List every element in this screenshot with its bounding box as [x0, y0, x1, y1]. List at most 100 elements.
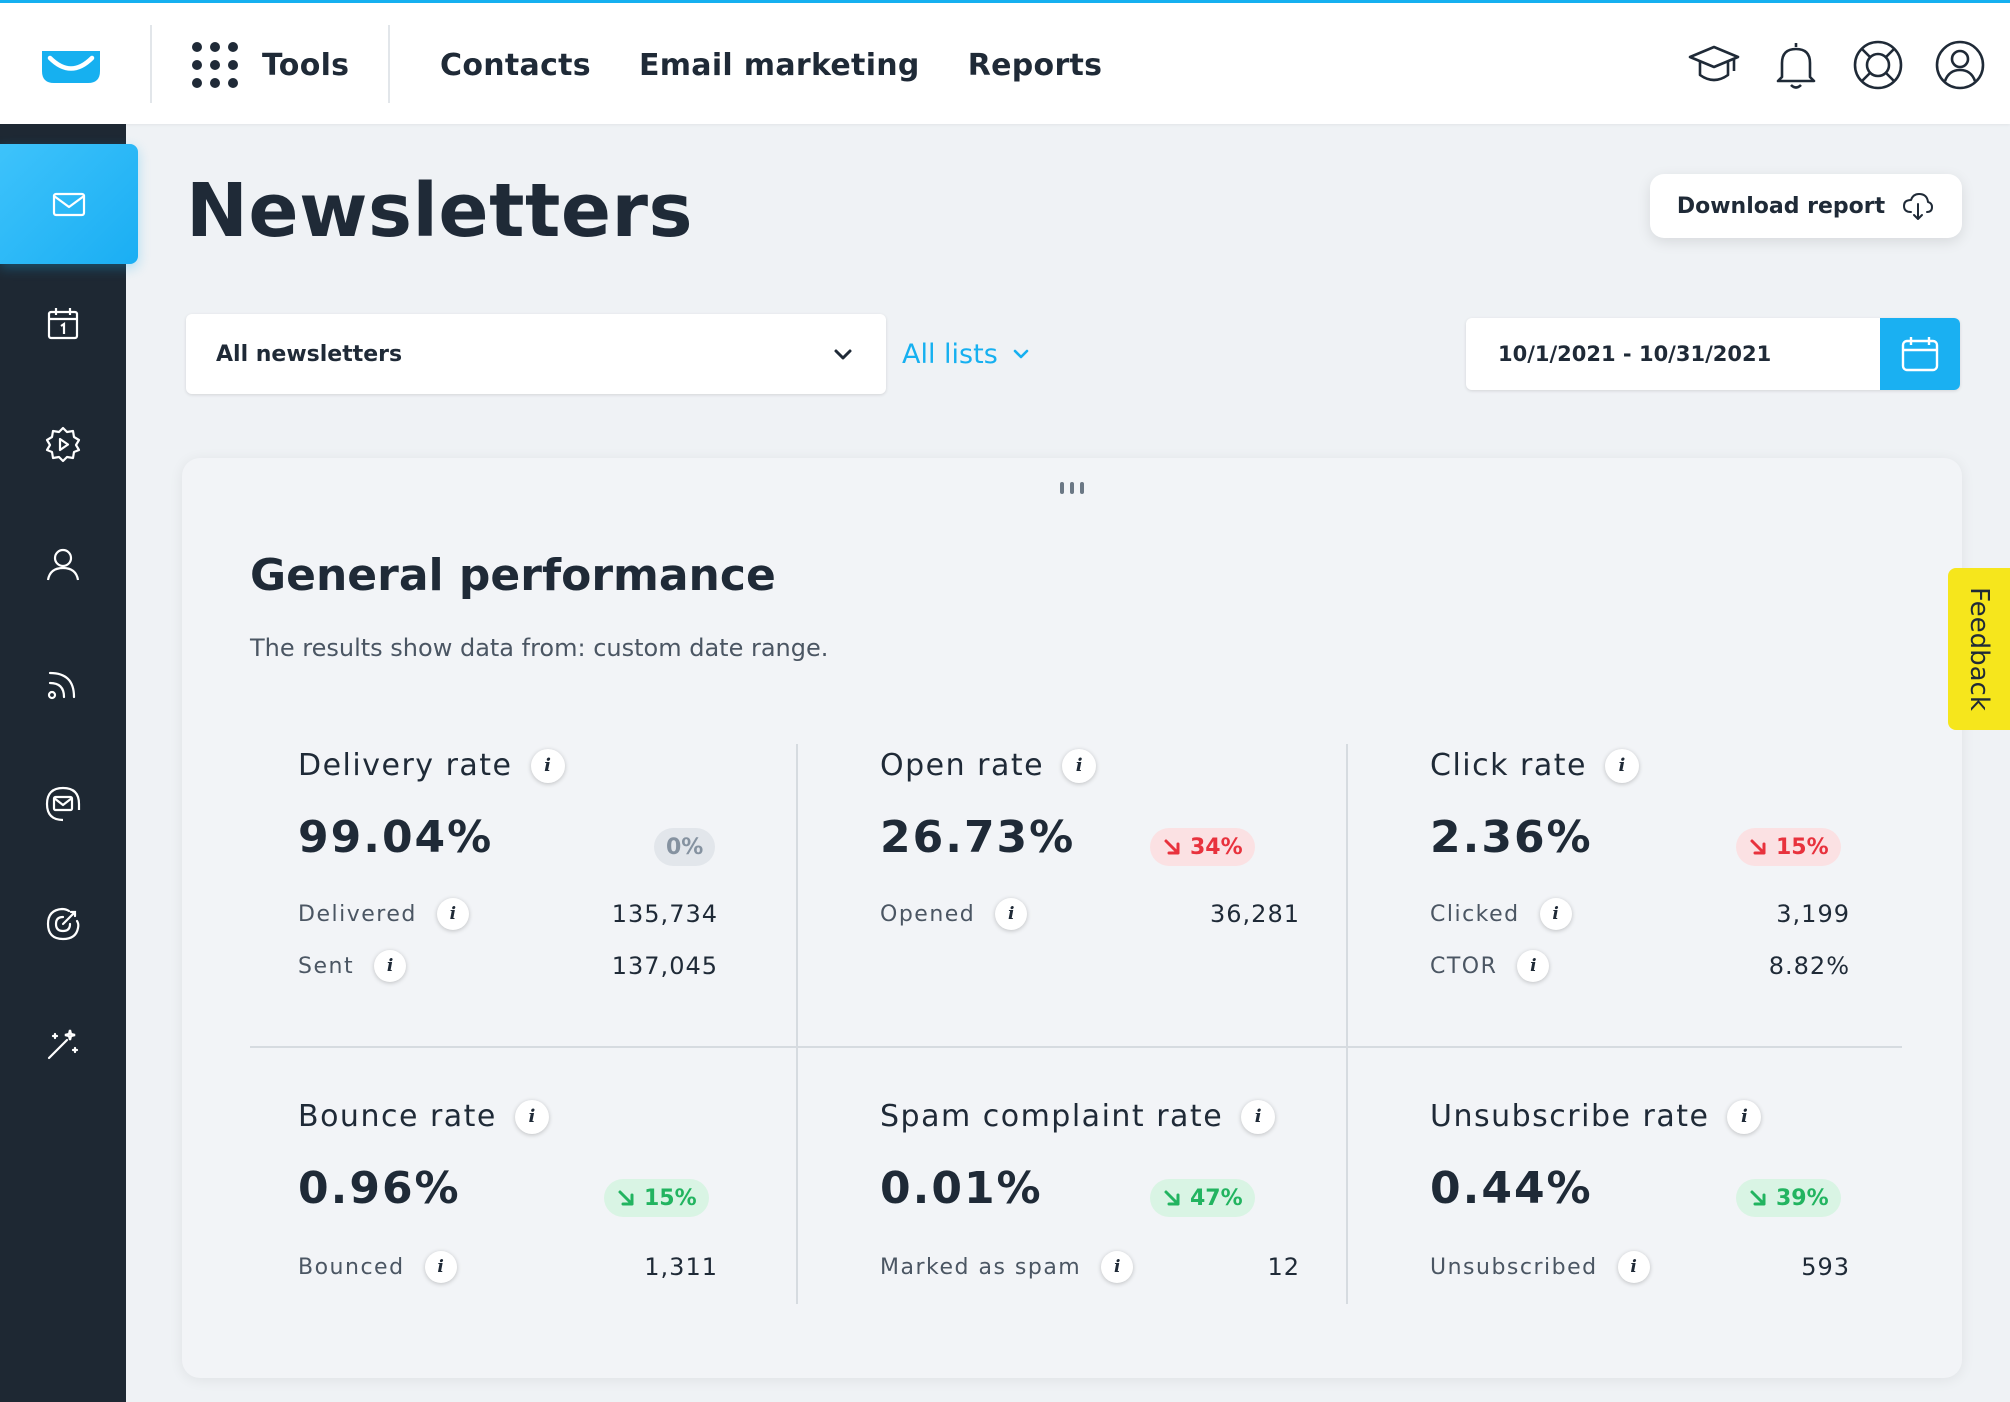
info-icon[interactable]: i — [436, 898, 469, 930]
detail-row: Marked as spam i 12 — [880, 1251, 1300, 1283]
grid-divider-horizontal — [250, 1046, 1902, 1048]
sidebar-item-rss[interactable] — [0, 626, 126, 742]
row-label: Sent — [298, 953, 355, 979]
chevron-down-icon — [834, 349, 852, 360]
info-icon[interactable]: i — [1517, 950, 1550, 982]
info-icon[interactable]: i — [1617, 1251, 1650, 1283]
metric-title: Delivery rate — [298, 748, 513, 783]
metric-value: 0.01% — [880, 1163, 1043, 1214]
row-label: Delivered — [298, 901, 417, 927]
getresponse-logo[interactable] — [40, 45, 102, 85]
sidebar-item-calendar[interactable] — [0, 266, 126, 382]
tools-menu[interactable]: Tools — [192, 41, 349, 89]
date-range-picker — [1466, 318, 1960, 390]
metric-title: Bounce rate — [298, 1099, 497, 1134]
divider — [150, 25, 152, 103]
graduation-cap-icon[interactable] — [1686, 37, 1742, 93]
row-label: Unsubscribed — [1430, 1254, 1598, 1280]
info-icon[interactable]: i — [424, 1251, 457, 1283]
detail-row: Delivered i 135,734 — [298, 898, 718, 930]
row-value: 3,199 — [1776, 900, 1850, 928]
row-label: Bounced — [298, 1254, 405, 1280]
detail-row: CTOR i 8.82% — [1430, 950, 1850, 982]
page-title: Newsletters — [186, 168, 694, 254]
main-nav: Contacts Email marketing Reports — [440, 41, 1102, 89]
arrow-down-right-icon — [1164, 839, 1180, 855]
arrow-down-right-icon — [618, 1190, 634, 1206]
change-badge: 34% — [1150, 828, 1255, 866]
sidebar — [0, 124, 138, 1402]
nav-contacts[interactable]: Contacts — [440, 47, 591, 83]
user-account-icon[interactable] — [1932, 37, 1988, 93]
top-icons — [1686, 37, 1988, 93]
general-performance-card: General performance The results show dat… — [182, 458, 1962, 1378]
metric-bounce-rate: Bounce rate i 0.96% 15% Bounced i 1,311 — [298, 1099, 718, 1399]
drag-handle[interactable] — [1060, 482, 1084, 494]
card-title: General performance — [250, 550, 776, 601]
metric-title: Click rate — [1430, 748, 1587, 783]
download-report-label: Download report — [1676, 193, 1886, 219]
info-icon[interactable]: i — [1539, 898, 1572, 930]
arrow-down-right-icon — [1164, 1190, 1180, 1206]
info-icon[interactable]: i — [1727, 1099, 1762, 1134]
arrow-down-right-icon — [1750, 1190, 1766, 1206]
row-label: Opened — [880, 901, 976, 927]
nav-email-marketing[interactable]: Email marketing — [638, 47, 920, 83]
metric-value: 0.44% — [1430, 1163, 1593, 1214]
info-icon[interactable]: i — [530, 748, 565, 783]
change-value: 39% — [1776, 1185, 1829, 1211]
sidebar-item-transactional[interactable] — [0, 746, 126, 862]
metric-delivery-rate: Delivery rate i 99.04% 0% Delivered i 13… — [298, 748, 718, 1048]
download-report-button[interactable]: Download report — [1650, 174, 1962, 238]
calendar-icon — [1901, 337, 1939, 372]
detail-row: Clicked i 3,199 — [1430, 898, 1850, 930]
metric-open-rate: Open rate i 26.73% 34% Opened i 36,281 — [880, 748, 1300, 1048]
top-navigation-bar: Tools Contacts Email marketing Reports — [0, 0, 2010, 124]
change-badge: 47% — [1150, 1179, 1255, 1217]
calendar-button[interactable] — [1880, 318, 1960, 390]
info-icon[interactable]: i — [995, 898, 1028, 930]
row-value: 137,045 — [611, 952, 718, 980]
metric-unsubscribe-rate: Unsubscribe rate i 0.44% 39% Unsubscribe… — [1430, 1099, 1850, 1399]
metric-value: 99.04% — [298, 812, 494, 863]
tools-label: Tools — [262, 47, 350, 83]
change-value: 47% — [1190, 1185, 1243, 1211]
info-icon[interactable]: i — [1101, 1251, 1134, 1283]
grid-divider-vertical — [796, 744, 798, 1304]
sidebar-item-automation[interactable] — [0, 386, 126, 502]
detail-row: Opened i 36,281 — [880, 898, 1300, 930]
sidebar-item-newsletters[interactable] — [0, 144, 138, 264]
row-label: CTOR — [1430, 953, 1498, 979]
calendar-icon — [47, 308, 79, 340]
detail-row: Bounced i 1,311 — [298, 1251, 718, 1283]
grid-divider-vertical — [1346, 744, 1348, 1304]
envelope-icon — [52, 192, 86, 217]
info-icon[interactable]: i — [1604, 748, 1639, 783]
feedback-label: Feedback — [1964, 587, 1995, 711]
info-icon[interactable]: i — [1062, 748, 1097, 783]
feedback-tab[interactable]: Feedback — [1948, 568, 2010, 730]
help-lifebuoy-icon[interactable] — [1850, 37, 1906, 93]
sidebar-item-contacts[interactable] — [0, 506, 126, 622]
date-range-input[interactable] — [1466, 318, 1880, 390]
lists-filter-label: All lists — [902, 338, 998, 370]
sidebar-item-ai-tools[interactable] — [0, 986, 126, 1102]
metric-title: Open rate — [880, 748, 1045, 783]
email-circle-icon — [45, 786, 81, 822]
change-value: 0% — [666, 834, 704, 860]
change-value: 15% — [644, 1185, 697, 1211]
info-icon[interactable]: i — [374, 950, 407, 982]
divider — [388, 25, 390, 103]
nav-reports[interactable]: Reports — [967, 47, 1103, 83]
row-value: 36,281 — [1210, 900, 1300, 928]
info-icon[interactable]: i — [514, 1099, 549, 1134]
info-icon[interactable]: i — [1241, 1099, 1276, 1134]
bell-icon[interactable] — [1768, 37, 1824, 93]
target-icon — [46, 907, 80, 941]
row-value: 8.82% — [1768, 952, 1850, 980]
newsletter-select[interactable]: All newsletters — [186, 314, 886, 394]
lists-filter-dropdown[interactable]: All lists — [902, 334, 1032, 374]
metric-spam-complaint-rate: Spam complaint rate i 0.01% 47% Marked a… — [880, 1099, 1300, 1399]
card-subtitle: The results show data from: custom date … — [250, 634, 829, 662]
sidebar-item-conversion[interactable] — [0, 866, 126, 982]
